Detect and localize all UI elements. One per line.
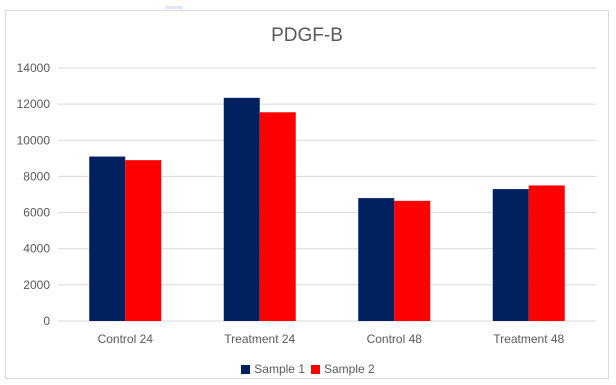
y-tick-label: 6000: [23, 206, 50, 220]
bar-sample-1-control-24: [89, 156, 126, 321]
bar-sample-1-treatment-48: [492, 189, 529, 321]
y-tick-label: 4000: [23, 242, 50, 256]
bar-sample-2-control-48: [394, 200, 431, 321]
x-tick-label: Control 24: [98, 332, 154, 346]
legend-label-sample-2: Sample 2: [324, 362, 375, 376]
legend: Sample 1 Sample 2: [0, 362, 616, 376]
legend-item-sample-2: Sample 2: [311, 362, 375, 376]
y-tick-label: 0: [43, 314, 50, 328]
y-tick-label: 2000: [23, 278, 50, 292]
chart-title: PDGF-B: [271, 25, 343, 46]
y-tick-label: 14000: [17, 61, 51, 75]
legend-swatch-sample-2: [311, 364, 320, 374]
bar-sample-2-control-24: [125, 160, 162, 321]
bar-sample-1-control-48: [358, 198, 395, 321]
bar-sample-2-treatment-48: [528, 185, 565, 321]
bar-sample-2-treatment-24: [259, 112, 296, 322]
x-tick-label: Treatment 24: [224, 332, 295, 346]
y-tick-label: 8000: [23, 169, 50, 183]
y-tick-label: 12000: [17, 97, 51, 111]
y-tick-label: 10000: [17, 133, 51, 147]
x-tick-label: Control 48: [367, 332, 423, 346]
selection-handle: [165, 6, 183, 9]
bar-sample-1-treatment-24: [223, 97, 260, 321]
x-tick-label: Treatment 48: [493, 332, 564, 346]
legend-label-sample-1: Sample 1: [254, 362, 305, 376]
legend-item-sample-1: Sample 1: [241, 362, 305, 376]
legend-swatch-sample-1: [241, 364, 251, 374]
